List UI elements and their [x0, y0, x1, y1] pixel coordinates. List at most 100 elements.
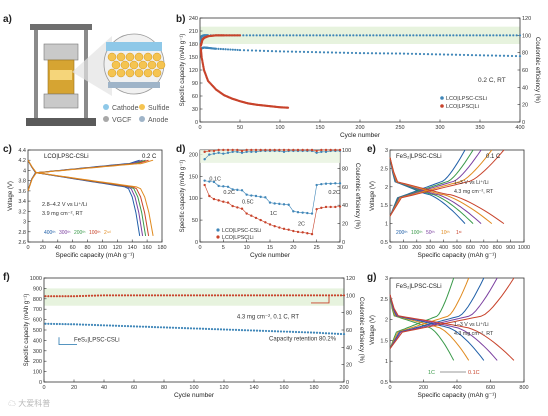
x-tick-label: 180 — [157, 245, 166, 251]
series-point — [310, 212, 314, 215]
series-point — [324, 332, 328, 335]
series-point — [452, 34, 455, 37]
y-tick-label: 300 — [33, 349, 42, 355]
x-tick-label: 200 — [419, 385, 428, 391]
series-point — [338, 34, 342, 37]
legend-label-anode: Anode — [148, 117, 168, 124]
series-point — [216, 294, 220, 297]
series-point — [216, 328, 220, 331]
series-point — [156, 326, 160, 329]
series-point — [243, 329, 247, 332]
chart-c-title: LCO|LPSC-CSLi — [44, 154, 89, 160]
x-tick-label: 120 — [219, 385, 228, 391]
series-point — [236, 148, 239, 152]
series-point — [213, 328, 217, 331]
series-point — [352, 34, 355, 37]
x-tick-label: 700 — [479, 245, 488, 251]
series-point — [287, 148, 290, 152]
series-point — [264, 196, 267, 199]
chart-f-title: FeS₂|LPSC-CSLi — [74, 337, 120, 343]
x-tick-label: 0 — [198, 125, 201, 131]
series-point — [392, 34, 395, 37]
series-point — [208, 180, 211, 183]
series-point — [278, 34, 282, 37]
series-point — [338, 205, 342, 208]
series-point — [334, 205, 337, 209]
legend-label-sulfide: Sulfide — [148, 105, 170, 112]
y-tick-label: 50 — [192, 218, 198, 224]
series-point — [129, 294, 133, 297]
series-point — [242, 49, 246, 52]
y-tick-label: 0 — [195, 120, 198, 126]
series-point — [335, 34, 338, 37]
x-tick-label: 30 — [337, 245, 343, 251]
series-point — [222, 200, 225, 203]
series-point — [310, 50, 314, 54]
series-point — [273, 225, 276, 228]
series-point — [153, 294, 157, 297]
series-point — [354, 51, 358, 55]
series-point — [315, 207, 318, 211]
series-point — [250, 148, 253, 152]
series-point — [405, 34, 408, 37]
series-point — [450, 53, 454, 56]
series-point — [261, 329, 265, 332]
x-axis-label: Specific capacity (mAh g⁻¹) — [418, 392, 497, 399]
series-point — [418, 52, 422, 56]
series-point — [312, 331, 316, 334]
series-point — [306, 232, 309, 235]
series-point — [297, 294, 301, 297]
series-point — [153, 325, 157, 329]
series-point — [321, 331, 325, 335]
series-point — [482, 54, 486, 57]
series-point — [327, 294, 331, 297]
series-point — [87, 294, 91, 297]
series-point — [254, 150, 258, 154]
x-axis-label: Cycle number — [174, 392, 215, 399]
series-point — [240, 149, 244, 153]
series-point — [55, 322, 59, 326]
series-point — [442, 53, 446, 56]
series-point — [234, 48, 237, 51]
sulfide-particle — [120, 60, 130, 70]
series-point — [198, 294, 202, 297]
series-point — [226, 151, 230, 154]
series-point — [315, 294, 319, 297]
x-tick-label: 100 — [275, 125, 284, 131]
series-point — [295, 34, 298, 37]
series-point — [255, 294, 259, 297]
series-point — [246, 329, 250, 332]
series-point — [282, 34, 285, 37]
series-point — [231, 188, 234, 191]
y-tick-label: 120 — [189, 68, 198, 74]
y2-tick-label: 0 — [522, 120, 525, 126]
y-axis-label: Voltage (V) — [370, 181, 376, 211]
series-point — [183, 294, 187, 297]
series-point — [243, 294, 247, 297]
y-tick-label: 3.8 — [18, 179, 26, 185]
series-point — [303, 331, 307, 334]
series-point — [306, 50, 310, 54]
series-point — [374, 52, 378, 55]
y2-tick-label: 0 — [342, 240, 345, 246]
series-point — [327, 332, 331, 335]
series-point — [315, 34, 318, 37]
series-point — [105, 294, 109, 297]
y-tick-label: 700 — [33, 307, 42, 313]
rate-label: 0.5C — [242, 199, 254, 205]
y2-tick-label: 120 — [522, 16, 531, 22]
series-point — [334, 51, 338, 54]
series-point — [240, 207, 244, 210]
series-point — [425, 34, 428, 37]
series-point — [468, 34, 472, 37]
y-tick-label: 500 — [33, 328, 42, 334]
series-point — [226, 148, 230, 152]
series-point — [248, 34, 252, 37]
discharge-curve-10th — [389, 157, 493, 224]
series-point — [505, 34, 508, 37]
series-point — [318, 331, 322, 335]
series-point — [234, 328, 238, 331]
chart-c-note: 2.8–4.2 V vs Li⁺/Li — [42, 201, 87, 208]
series-point — [315, 183, 318, 187]
series-point — [159, 294, 163, 297]
